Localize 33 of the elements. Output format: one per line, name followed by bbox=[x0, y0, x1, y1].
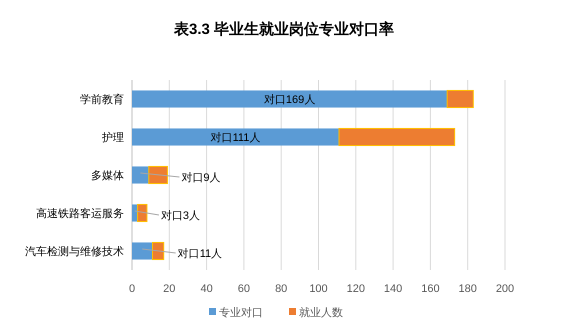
data-label: 对口169人 bbox=[264, 93, 316, 106]
legend-label: 就业人数 bbox=[299, 306, 343, 319]
y-tick-label: 多媒体 bbox=[91, 170, 124, 182]
x-tick-label: 40 bbox=[200, 283, 213, 295]
bar bbox=[132, 166, 149, 184]
bar bbox=[152, 242, 164, 260]
data-label: 对口3人 bbox=[160, 209, 200, 222]
x-tick-label: 60 bbox=[238, 283, 250, 295]
x-tick-label: 160 bbox=[421, 283, 440, 295]
bar bbox=[137, 204, 148, 222]
x-tick-label: 180 bbox=[458, 283, 477, 295]
x-tick-label: 20 bbox=[163, 283, 176, 295]
x-tick-label: 120 bbox=[346, 283, 365, 295]
y-tick-label: 汽车检测与维修技术 bbox=[25, 245, 124, 258]
bar bbox=[132, 242, 153, 260]
data-label: 对口11人 bbox=[178, 247, 222, 260]
bar bbox=[132, 90, 448, 108]
x-tick-label: 200 bbox=[496, 283, 514, 295]
data-label: 对口9人 bbox=[181, 171, 221, 184]
x-tick-label: 140 bbox=[384, 283, 402, 295]
bar bbox=[132, 128, 340, 146]
x-tick-label: 80 bbox=[275, 283, 288, 295]
y-tick-label: 学前教育 bbox=[80, 93, 124, 106]
legend-label: 专业对口 bbox=[219, 306, 263, 319]
y-tick-label: 护理 bbox=[101, 131, 124, 144]
x-tick-label: 0 bbox=[128, 283, 136, 295]
bar bbox=[148, 166, 168, 184]
data-label: 对口111人 bbox=[210, 131, 260, 144]
bar bbox=[338, 128, 456, 146]
chart-title: 表3.3 毕业生就业岗位专业对口率 bbox=[172, 20, 394, 38]
bar bbox=[446, 90, 474, 108]
y-tick-label: 高速铁路客运服务 bbox=[36, 207, 124, 220]
x-tick-label: 100 bbox=[309, 283, 328, 295]
